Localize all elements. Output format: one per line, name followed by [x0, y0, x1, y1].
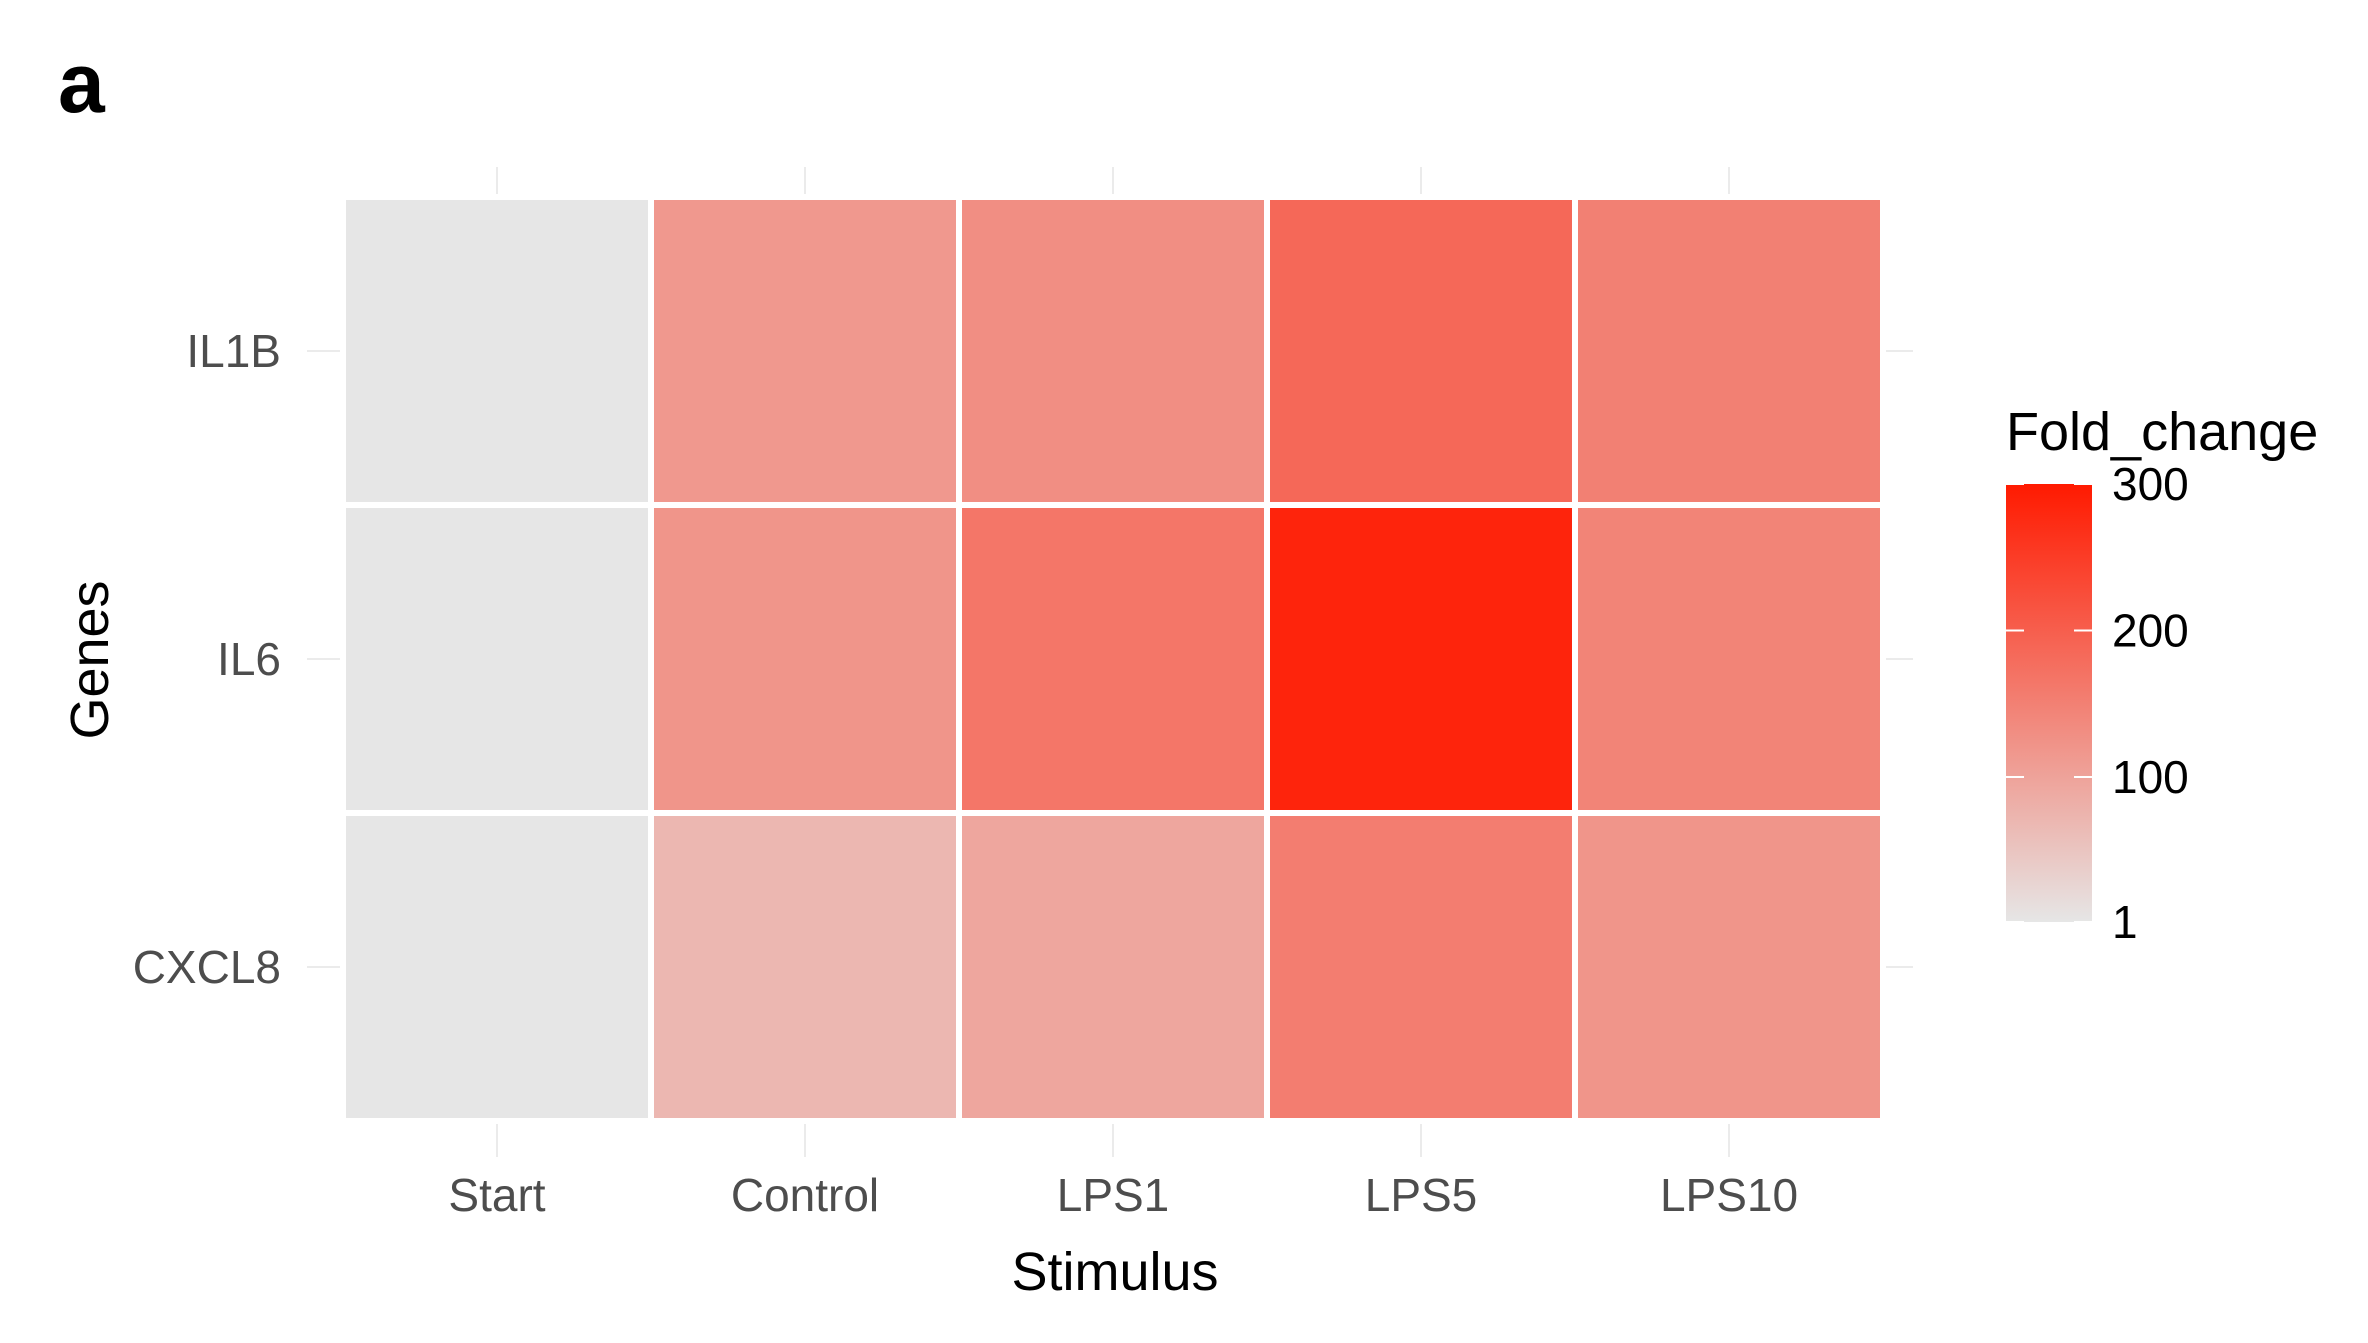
panel-label: a	[58, 36, 106, 130]
heatmap-cell-il6-lps1	[956, 502, 1270, 816]
axis-ticks	[307, 350, 1730, 1157]
legend-break-label: 200	[2112, 604, 2189, 656]
heatmap-cell-il1b-lps10	[1572, 194, 1886, 508]
heatmap-cell-il1b-start	[340, 194, 654, 508]
heatmap-cell-il6-lps10	[1572, 502, 1886, 816]
legend-break-label: 1	[2112, 896, 2138, 948]
color-legend: Fold_change 1 100 200 300	[2006, 402, 2318, 948]
x-tick-label-control: Control	[731, 1169, 879, 1221]
heatmap-cell-cxcl8-lps1	[956, 810, 1270, 1124]
heatmap-cells	[340, 194, 1886, 1124]
y-tick-label-il1b: IL1B	[186, 325, 281, 377]
x-tick-label-lps1: LPS1	[1057, 1169, 1170, 1221]
heatmap-cell-il1b-lps5	[1264, 194, 1578, 508]
y-tick-label-il6: IL6	[217, 633, 281, 685]
x-tick-label-lps5: LPS5	[1365, 1169, 1478, 1221]
heatmap-cell-il1b-lps1	[956, 194, 1270, 508]
heatmap-cell-cxcl8-control	[648, 810, 962, 1124]
heatmap-cell-cxcl8-lps10	[1572, 810, 1886, 1124]
heatmap-cell-cxcl8-lps5	[1264, 810, 1578, 1124]
legend-break-label: 100	[2112, 751, 2189, 803]
legend-break-label: 300	[2112, 458, 2189, 510]
heatmap-cell-il1b-control	[648, 194, 962, 508]
legend-title: Fold_change	[2006, 402, 2318, 462]
heatmap-cell-cxcl8-start	[340, 810, 654, 1124]
x-tick-label-lps10: LPS10	[1660, 1169, 1798, 1221]
y-tick-label-cxcl8: CXCL8	[133, 941, 281, 993]
legend-ticks: 1 100 200 300	[2006, 458, 2189, 948]
x-tick-labels: Start Control LPS1 LPS5 LPS10	[448, 1169, 1798, 1221]
y-axis-title: Genes	[60, 580, 120, 739]
x-axis-title: Stimulus	[1011, 1242, 1218, 1302]
x-tick-label-start: Start	[448, 1169, 545, 1221]
legend-color-bar	[2006, 484, 2092, 922]
heatmap-cell-il6-start	[340, 502, 654, 816]
heatmap-cell-il6-control	[648, 502, 962, 816]
heatmap-cell-il6-lps5	[1264, 502, 1578, 816]
y-tick-labels: IL1B IL6 CXCL8	[133, 325, 281, 993]
